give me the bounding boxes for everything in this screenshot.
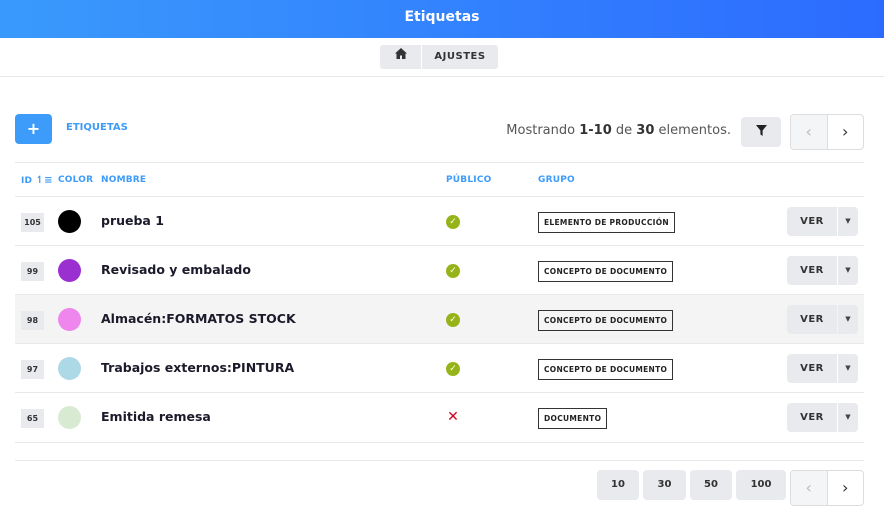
bottom-pager: ‹ ›	[790, 470, 864, 506]
check-circle-icon: ✓	[446, 263, 460, 278]
id-badge: 99	[21, 261, 44, 281]
color-swatch	[58, 307, 81, 331]
add-button[interactable]: +	[15, 114, 52, 144]
check-circle-icon: ✓	[446, 312, 460, 327]
caret-down-icon[interactable]: ▼	[838, 304, 858, 334]
divider	[0, 76, 884, 77]
ver-button[interactable]: VER	[787, 403, 837, 432]
column-header-color[interactable]: COLOR	[58, 175, 94, 185]
showing-prefix: Mostrando	[506, 123, 580, 138]
group-badge: DOCUMENTO	[538, 408, 608, 429]
filter-button[interactable]	[741, 117, 781, 147]
group-badge: CONCEPTO DE DOCUMENTO	[538, 260, 674, 282]
top-pager: ‹ ›	[790, 114, 864, 150]
caret-down-icon[interactable]: ▼	[838, 403, 858, 432]
table-row[interactable]: 99 Revisado y embalado ✓ CONCEPTO DE DOCUME…	[15, 246, 864, 295]
ver-button[interactable]: VER	[787, 206, 837, 236]
tag-name[interactable]: Revisado y embalado	[101, 261, 251, 277]
tag-name[interactable]: Trabajos externos:PINTURA	[101, 359, 295, 375]
divider	[15, 162, 864, 163]
caret-down-icon[interactable]: ▼	[838, 353, 858, 383]
prev-page-button[interactable]: ‹	[791, 115, 828, 149]
id-badge: 105	[21, 212, 44, 232]
page-title: Etiquetas	[0, 0, 884, 38]
sort-ascending-icon[interactable]: ↿≡	[35, 175, 53, 186]
column-header-nombre[interactable]: NOMBRE	[101, 175, 147, 185]
filter-icon	[755, 125, 767, 136]
showing-suffix: elementos.	[654, 123, 731, 138]
next-page-button[interactable]: ›	[842, 478, 849, 497]
page-size-100[interactable]: 100	[736, 470, 786, 500]
ver-button[interactable]: VER	[787, 304, 837, 334]
color-swatch	[58, 406, 81, 429]
showing-mid: de	[611, 123, 637, 138]
caret-down-icon[interactable]: ▼	[838, 206, 858, 236]
group-badge: ELEMENTO DE PRODUCCIÓN	[538, 211, 675, 233]
ver-button[interactable]: VER	[787, 353, 837, 383]
color-swatch	[58, 209, 81, 233]
column-header-grupo[interactable]: GRUPO	[538, 175, 575, 185]
page-size-30[interactable]: 30	[643, 470, 686, 500]
ver-button[interactable]: VER	[787, 255, 837, 285]
table-row[interactable]: 98 Almacén:FORMATOS STOCK ✓ CONCEPTO DE DOC…	[15, 295, 864, 344]
showing-total: 30	[636, 123, 655, 138]
cross-icon: ✕	[447, 409, 459, 425]
table-row[interactable]: 97 Trabajos externos:PINTURA ✓ CONCEPTO DE …	[15, 344, 864, 393]
pagination-summary: Mostrando 1-10 de 30 elementos.	[506, 123, 731, 138]
group-badge: CONCEPTO DE DOCUMENTO	[538, 358, 674, 380]
color-swatch	[58, 258, 81, 282]
tag-name[interactable]: Almacén:FORMATOS STOCK	[101, 310, 296, 326]
table-row[interactable]: 105 prueba 1 ✓ ELEMENTO DE PRODUCCIÓN VER ▼	[15, 197, 864, 246]
id-label: ID	[21, 176, 33, 186]
color-swatch	[58, 356, 81, 380]
tag-name[interactable]: prueba 1	[101, 212, 164, 228]
column-header-id[interactable]: ID ↿≡	[21, 175, 53, 186]
next-page-button[interactable]: ›	[842, 122, 849, 141]
showing-range: 1-10	[579, 123, 612, 138]
id-badge: 98	[21, 310, 44, 330]
check-circle-icon: ✓	[446, 214, 460, 229]
id-badge: 97	[21, 359, 44, 379]
divider	[15, 196, 864, 197]
breadcrumb: AJUSTES	[380, 45, 498, 69]
page-size-10[interactable]: 10	[597, 470, 639, 500]
tag-name[interactable]: Emitida remesa	[101, 409, 211, 424]
group-badge: CONCEPTO DE DOCUMENTO	[538, 309, 674, 331]
column-header-publico[interactable]: PÚBLICO	[446, 175, 492, 185]
table-row[interactable]: 65 Emitida remesa ✕ DOCUMENTO VER ▼	[15, 393, 864, 443]
prev-page-button[interactable]: ‹	[791, 471, 828, 505]
id-badge: 65	[21, 409, 44, 428]
etiquetas-link[interactable]: ETIQUETAS	[66, 122, 128, 133]
check-circle-icon: ✓	[446, 361, 460, 376]
home-icon[interactable]	[380, 45, 422, 69]
page-size-50[interactable]: 50	[690, 470, 732, 500]
divider	[15, 460, 864, 461]
caret-down-icon[interactable]: ▼	[838, 255, 858, 285]
breadcrumb-ajustes[interactable]: AJUSTES	[422, 45, 498, 69]
